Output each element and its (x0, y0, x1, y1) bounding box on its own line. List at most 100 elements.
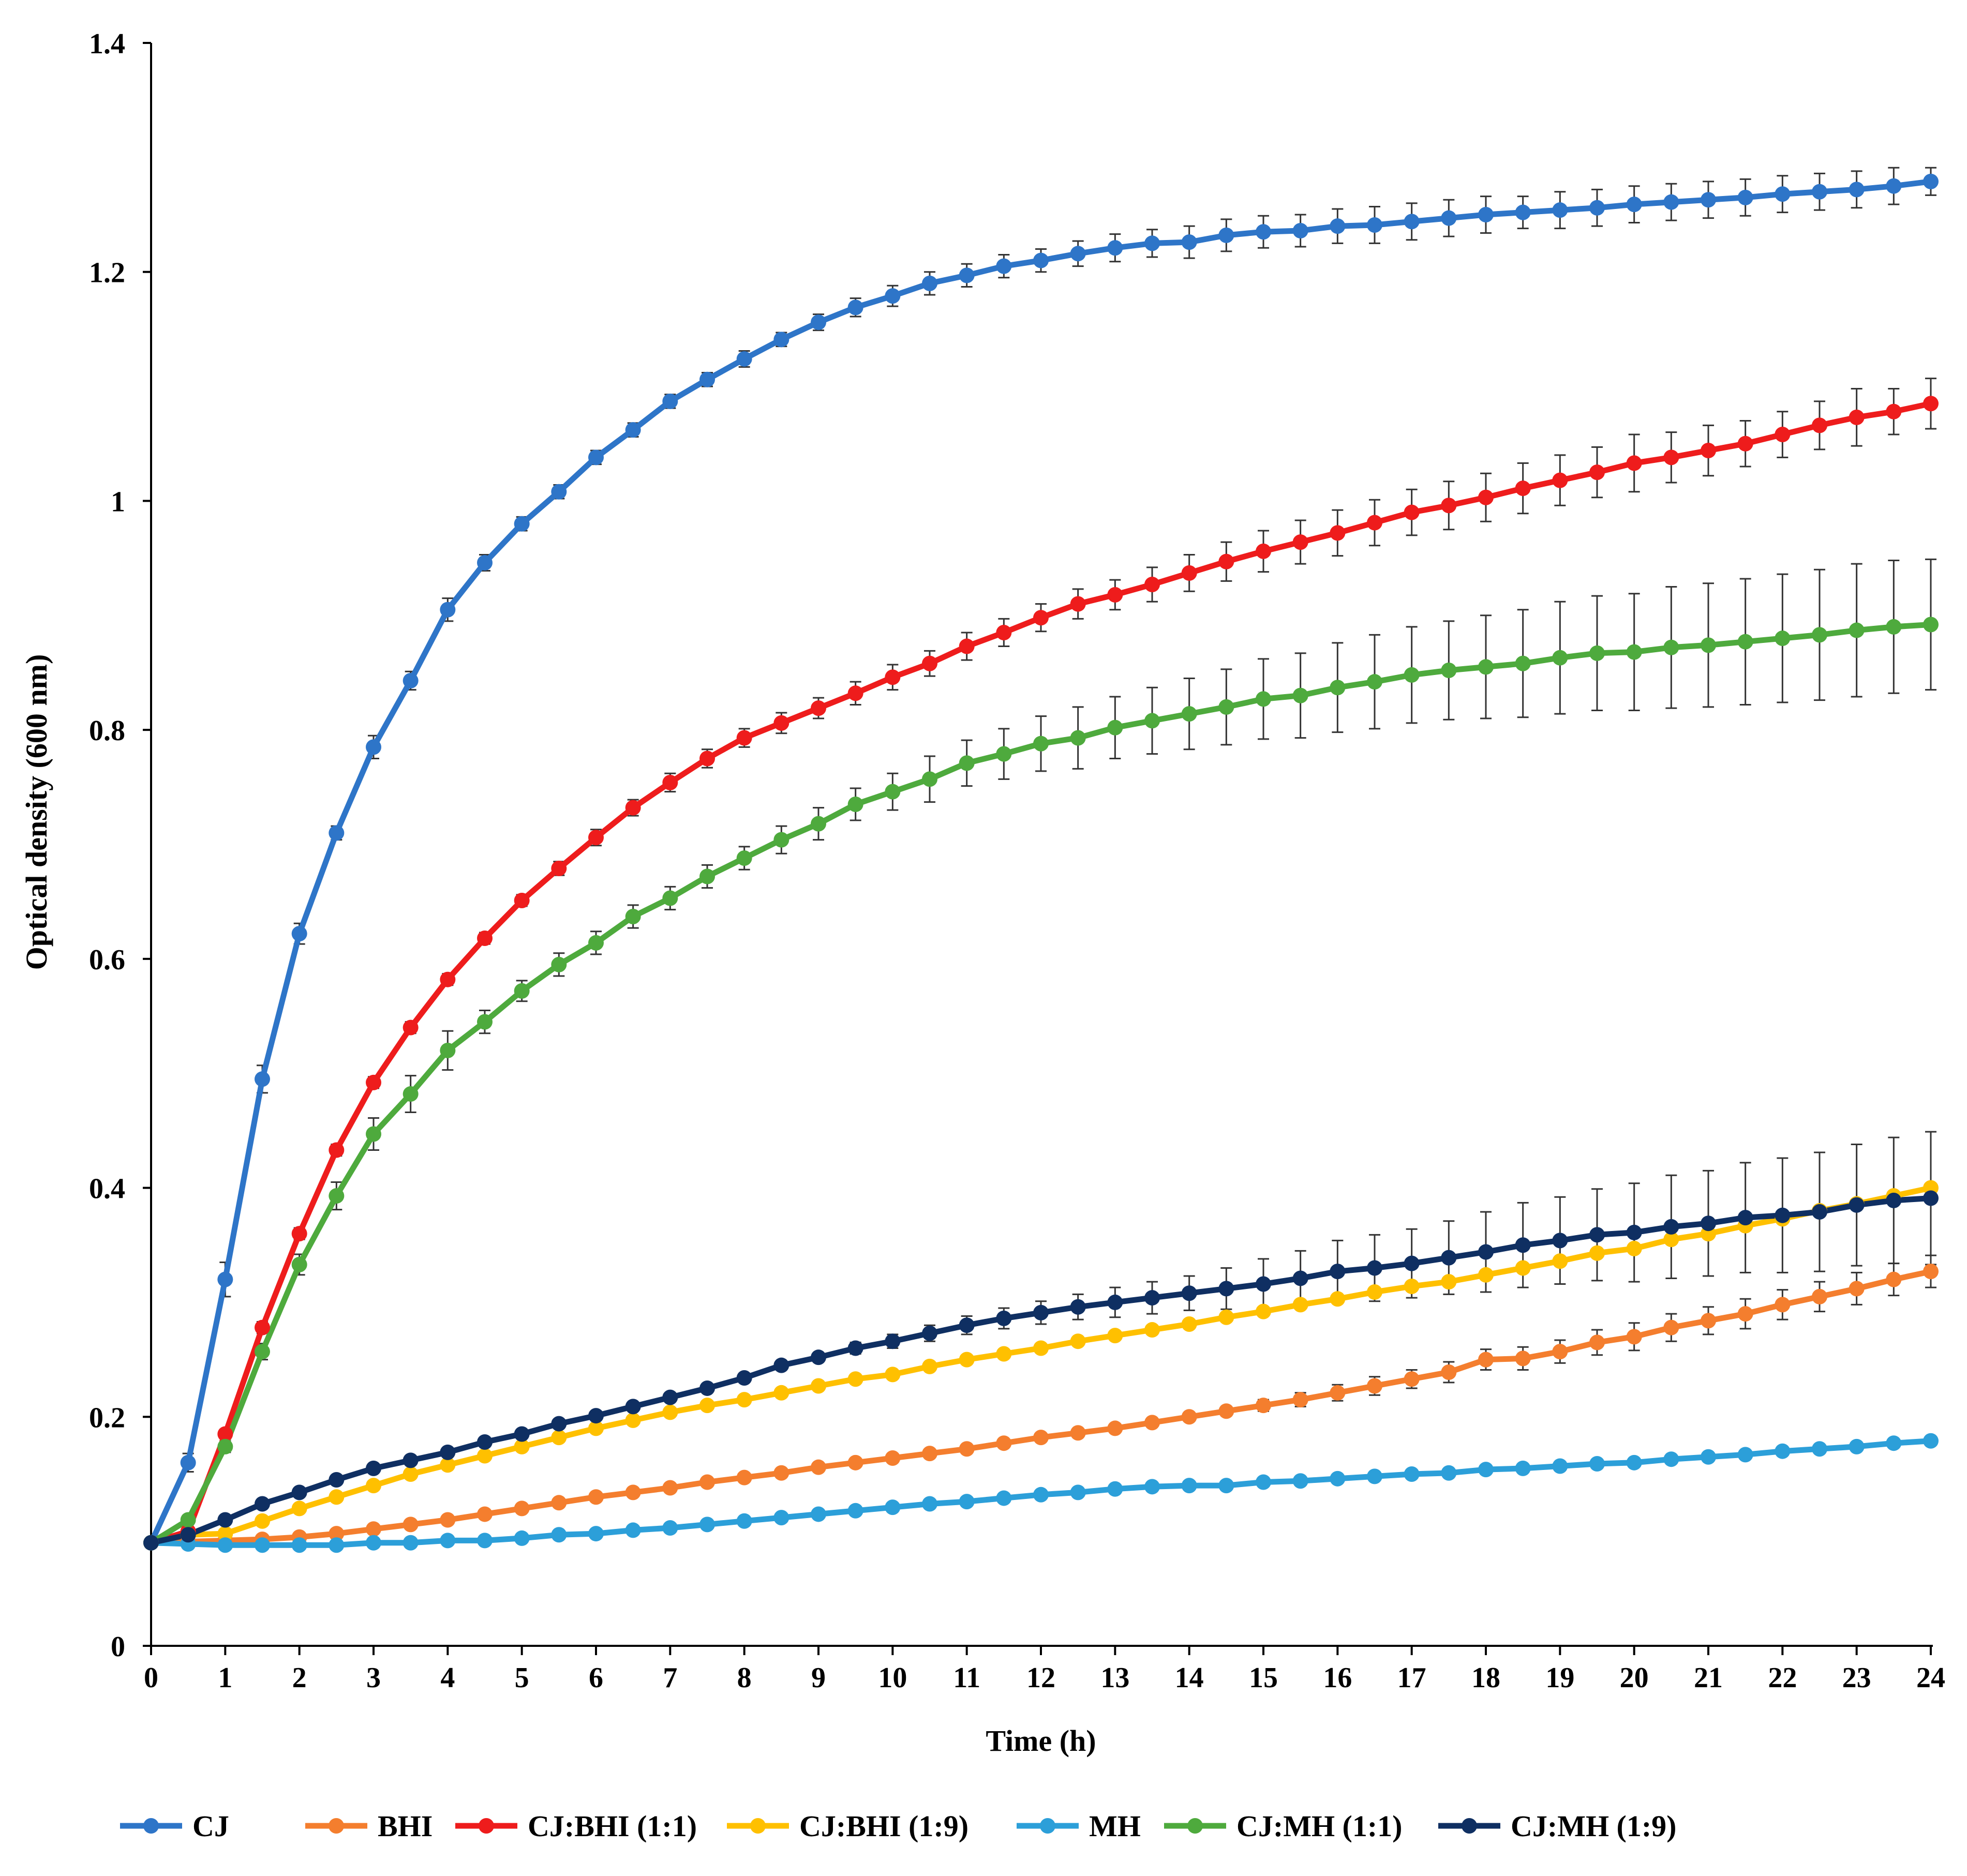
data-point-mh (1218, 1478, 1234, 1494)
data-point-cj-mh-1-1 (1256, 691, 1271, 707)
data-point-cj-bhi-1-9 (1107, 1328, 1123, 1344)
data-point-cj-bhi-1-1 (291, 1226, 307, 1242)
x-tick-label: 17 (1397, 1662, 1426, 1694)
data-point-mh (1181, 1478, 1197, 1494)
legend-label: CJ:MH (1:1) (1236, 1809, 1403, 1843)
x-tick-label: 5 (515, 1662, 529, 1694)
data-point-bhi (1886, 1271, 1902, 1287)
data-point-cj (440, 602, 456, 618)
data-point-cj (1478, 207, 1494, 223)
data-point-bhi (329, 1526, 345, 1542)
y-tick-label: 0.8 (89, 715, 125, 747)
data-point-mh (403, 1535, 419, 1551)
data-point-mh (1923, 1433, 1939, 1449)
data-point-cj-mh-1-1 (1218, 699, 1234, 715)
data-point-cj-mh-1-1 (959, 755, 975, 771)
x-tick-label: 18 (1471, 1662, 1500, 1694)
data-point-mh (811, 1506, 826, 1522)
data-point-cj-mh-1-9 (291, 1484, 307, 1500)
data-point-cj-bhi-1-9 (1515, 1260, 1531, 1276)
data-point-bhi (1923, 1264, 1939, 1280)
data-point-cj (922, 275, 937, 291)
data-point-cj (1292, 223, 1308, 239)
x-tick-label: 22 (1768, 1662, 1797, 1694)
data-point-cj-mh-1-1 (1923, 617, 1939, 633)
data-point-mh (477, 1533, 493, 1549)
data-point-bhi (1218, 1403, 1234, 1419)
data-point-cj-bhi-1-1 (1775, 427, 1791, 443)
data-point-cj-mh-1-9 (403, 1452, 419, 1468)
data-point-mh (1589, 1456, 1605, 1472)
data-point-cj-bhi-1-1 (1330, 525, 1346, 541)
data-point-cj-mh-1-9 (1330, 1264, 1346, 1280)
data-point-cj-bhi-1-1 (1107, 587, 1123, 603)
data-point-cj-bhi-1-1 (1589, 464, 1605, 481)
data-point-cj-bhi-1-9 (1070, 1333, 1086, 1349)
data-point-cj-mh-1-1 (440, 1042, 456, 1058)
data-point-mh (1515, 1460, 1531, 1476)
legend-marker (1187, 1818, 1203, 1834)
x-tick-label: 16 (1323, 1662, 1352, 1694)
data-point-cj (1218, 227, 1234, 243)
data-point-cj-mh-1-1 (180, 1512, 196, 1528)
data-point-cj (1812, 184, 1827, 200)
data-point-cj-mh-1-1 (403, 1086, 419, 1102)
data-point-cj (996, 258, 1012, 274)
data-point-bhi (959, 1441, 975, 1457)
x-tick-label: 15 (1249, 1662, 1278, 1694)
data-point-mh (1663, 1451, 1679, 1467)
data-point-bhi (773, 1465, 789, 1481)
data-point-cj (1144, 235, 1160, 251)
y-tick-label: 1.4 (89, 28, 125, 60)
axes: 00.20.40.60.811.21.40 1 2 3 4 5 6 7 8 9 10 11 12 13 14… (89, 28, 1945, 1694)
data-point-cj-bhi-1-9 (959, 1352, 975, 1368)
x-tick-label: 3 (366, 1662, 381, 1694)
data-point-bhi (1515, 1350, 1531, 1367)
data-point-mh (847, 1503, 863, 1519)
data-point-cj (1181, 234, 1197, 250)
data-point-cj (1404, 214, 1420, 230)
legend-label: CJ (192, 1809, 229, 1843)
legend-item-cj-mh-1-1: CJ:MH (1:1) (1164, 1809, 1403, 1843)
data-point-mh (1737, 1447, 1753, 1463)
legend-label: CJ:MH (1:9) (1511, 1809, 1677, 1843)
data-point-cj-mh-1-9 (1107, 1294, 1123, 1310)
data-point-mh (1626, 1454, 1642, 1470)
data-point-cj-bhi-1-9 (625, 1412, 641, 1428)
data-point-mh (736, 1513, 752, 1529)
data-point-cj-mh-1-1 (847, 797, 863, 813)
data-point-cj-mh-1-9 (1367, 1260, 1382, 1276)
data-point-bhi (699, 1474, 715, 1490)
data-point-cj (366, 739, 381, 755)
legend-item-cj-mh-1-9: CJ:MH (1:9) (1438, 1809, 1677, 1843)
data-point-cj-mh-1-9 (255, 1496, 270, 1512)
x-tick-label: 6 (589, 1662, 603, 1694)
x-tick-label: 4 (440, 1662, 455, 1694)
data-point-cj-bhi-1-1 (1070, 596, 1086, 612)
data-point-cj (1033, 252, 1049, 268)
data-point-cj-bhi-1-1 (1626, 455, 1642, 471)
data-point-cj-mh-1-9 (329, 1472, 345, 1488)
x-tick-label: 10 (878, 1662, 907, 1694)
legend-marker (750, 1818, 766, 1834)
data-point-bhi (1181, 1409, 1197, 1425)
data-point-cj-mh-1-1 (1515, 655, 1531, 671)
x-tick-label: 9 (811, 1662, 826, 1694)
data-point-bhi (811, 1459, 826, 1475)
data-point-cj-bhi-1-1 (1292, 534, 1308, 550)
data-point-cj (1256, 224, 1271, 240)
data-point-cj-mh-1-9 (1070, 1299, 1086, 1315)
data-point-cj-mh-1-9 (1812, 1204, 1827, 1220)
data-point-cj-mh-1-1 (1144, 713, 1160, 729)
legend-label: BHI (378, 1809, 433, 1843)
data-point-bhi (922, 1446, 937, 1462)
data-point-cj-bhi-1-9 (1330, 1291, 1346, 1307)
data-point-mh (1144, 1479, 1160, 1495)
data-point-cj-mh-1-9 (1923, 1190, 1939, 1206)
data-point-cj-mh-1-9 (699, 1380, 715, 1396)
data-point-mh (1404, 1466, 1420, 1482)
data-point-cj-mh-1-1 (255, 1344, 270, 1360)
data-point-cj-mh-1-1 (1701, 637, 1716, 653)
legend-marker (479, 1818, 494, 1834)
data-point-cj-mh-1-1 (922, 771, 937, 787)
